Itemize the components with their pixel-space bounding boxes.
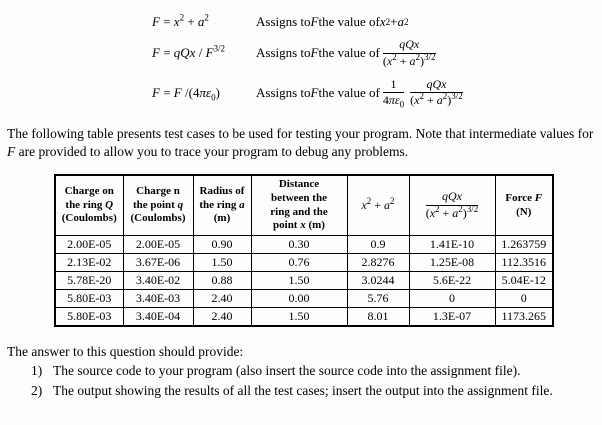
- header-line: (Coulombs): [130, 212, 186, 225]
- list-number: 1): [31, 363, 43, 379]
- table-cell: 1.25E-08: [408, 253, 496, 273]
- test-cases-table: Charge on the ring Q (Coulombs) Charge n…: [54, 174, 554, 328]
- formula-row-2: F = qQx / F3/2 Assigns to F the value of…: [152, 37, 602, 70]
- table-cell: 0.30: [250, 235, 348, 255]
- table-cell: 2.13E-02: [54, 253, 124, 273]
- table-row: 5.80E-03 3.40E-04 2.40 1.50 8.01 1.3E-07…: [54, 307, 554, 327]
- header-line: Distance: [278, 178, 320, 191]
- table-header-row: Charge on the ring Q (Coulombs) Charge n…: [54, 174, 554, 237]
- header-line: the ring a: [199, 198, 245, 211]
- table-cell: 1.50: [250, 307, 348, 327]
- table-cell: 5.80E-03: [54, 289, 124, 309]
- table-cell: 2.8276: [346, 253, 410, 273]
- table-cell: 5.80E-03: [54, 307, 124, 327]
- table-cell: 2.40: [192, 307, 252, 327]
- col-header-charge-Q: Charge on the ring Q (Coulombs): [54, 174, 124, 237]
- table-cell: 2.00E-05: [122, 235, 194, 255]
- table-cell: 5.04E-12: [494, 271, 554, 291]
- closing-intro: The answer to this question should provi…: [7, 344, 244, 360]
- header-line: (N): [516, 205, 532, 218]
- list-item-2: 2) The output showing the results of all…: [31, 382, 595, 400]
- header-line: ring and the: [270, 205, 328, 218]
- table-cell: 2.00E-05: [54, 235, 124, 255]
- table-cell: 2.40: [192, 289, 252, 309]
- header-line: Charge on: [64, 184, 114, 197]
- table-cell: 0.76: [250, 253, 348, 273]
- header-line: between the: [271, 191, 327, 204]
- col-header-force: Force F (N): [494, 174, 554, 237]
- list-number: 2): [31, 382, 43, 398]
- formula-lhs-3: F = F /(4πε0): [152, 84, 220, 103]
- table-cell: 0.90: [192, 235, 252, 255]
- table-cell: 0.88: [192, 271, 252, 291]
- header-line: the point q: [132, 198, 184, 211]
- col-header-x2a2: x2 + a2: [346, 174, 410, 237]
- table-row: 2.00E-05 2.00E-05 0.90 0.30 0.9 1.41E-10…: [54, 235, 554, 255]
- table-cell: 0.9: [346, 235, 410, 255]
- col-header-charge-q: Charge n the point q (Coulombs): [122, 174, 194, 237]
- header-line: (m): [213, 212, 231, 225]
- col-header-radius: Radius of the ring a (m): [192, 174, 252, 237]
- closing-block: The answer to this question should provi…: [7, 343, 595, 400]
- table-cell: 0: [494, 289, 554, 309]
- header-line: x2 + a2: [361, 196, 395, 213]
- table-cell: 3.0244: [346, 271, 410, 291]
- formula-row-3: F = F /(4πε0) Assigns to F the value of …: [152, 76, 602, 110]
- formula-lhs-2: F = qQx / F3/2: [152, 43, 226, 61]
- formula-description-3: Assigns to F the value of 1 4πε0 qQx (x2 +…: [256, 76, 463, 110]
- table-cell: 5.76: [346, 289, 410, 309]
- table-row: 5.78E-20 3.40E-02 0.88 1.50 3.0244 5.6E-…: [54, 271, 554, 291]
- table-cell: 0: [408, 289, 496, 309]
- header-line: (Coulombs): [61, 212, 117, 225]
- formula-lhs-1: F = x2 + a2: [152, 12, 209, 29]
- table-cell: 3.67E-06: [122, 253, 194, 273]
- table-cell: 1.3E-07: [408, 307, 496, 327]
- table-row: 5.80E-03 3.40E-03 2.40 0.00 5.76 0 0: [54, 289, 554, 309]
- header-line: Charge n: [136, 184, 180, 197]
- table-cell: 5.6E-22: [408, 271, 496, 291]
- table-cell: 3.40E-04: [122, 307, 194, 327]
- header-line: Radius of: [199, 184, 245, 197]
- table-row: 2.13E-02 3.67E-06 1.50 0.76 2.8276 1.25E…: [54, 253, 554, 273]
- header-line: point x (m): [273, 219, 325, 232]
- table-cell: 3.40E-02: [122, 271, 194, 291]
- table-cell: 3.40E-03: [122, 289, 194, 309]
- table-cell: 112.3516: [494, 253, 554, 273]
- table-cell: 1.50: [250, 271, 348, 291]
- header-line: qQx (x2 + a2)3/2: [425, 189, 479, 221]
- table-cell: 1.41E-10: [408, 235, 496, 255]
- table-cell: 1.50: [192, 253, 252, 273]
- table-cell: 0.00: [250, 289, 348, 309]
- header-line: the ring Q: [65, 198, 114, 211]
- header-line: Force F: [505, 191, 543, 204]
- list-text: The source code to your program (also in…: [53, 363, 521, 379]
- list-text: The output showing the results of all th…: [53, 382, 553, 398]
- list-item-1: 1) The source code to your program (also…: [31, 362, 595, 380]
- formula-description-2: Assigns to F the value of qQx (x2 + a2)3/…: [256, 37, 436, 68]
- intro-paragraph: The following table presents test cases …: [7, 126, 594, 160]
- table-cell: 8.01: [346, 307, 410, 327]
- table-cell: 5.78E-20: [54, 271, 124, 291]
- table-cell: 1173.265: [494, 307, 554, 327]
- table-cell: 1.263759: [494, 235, 554, 255]
- col-header-qQx-fraction: qQx (x2 + a2)3/2: [408, 174, 496, 237]
- col-header-distance: Distance between the ring and the point …: [250, 174, 348, 237]
